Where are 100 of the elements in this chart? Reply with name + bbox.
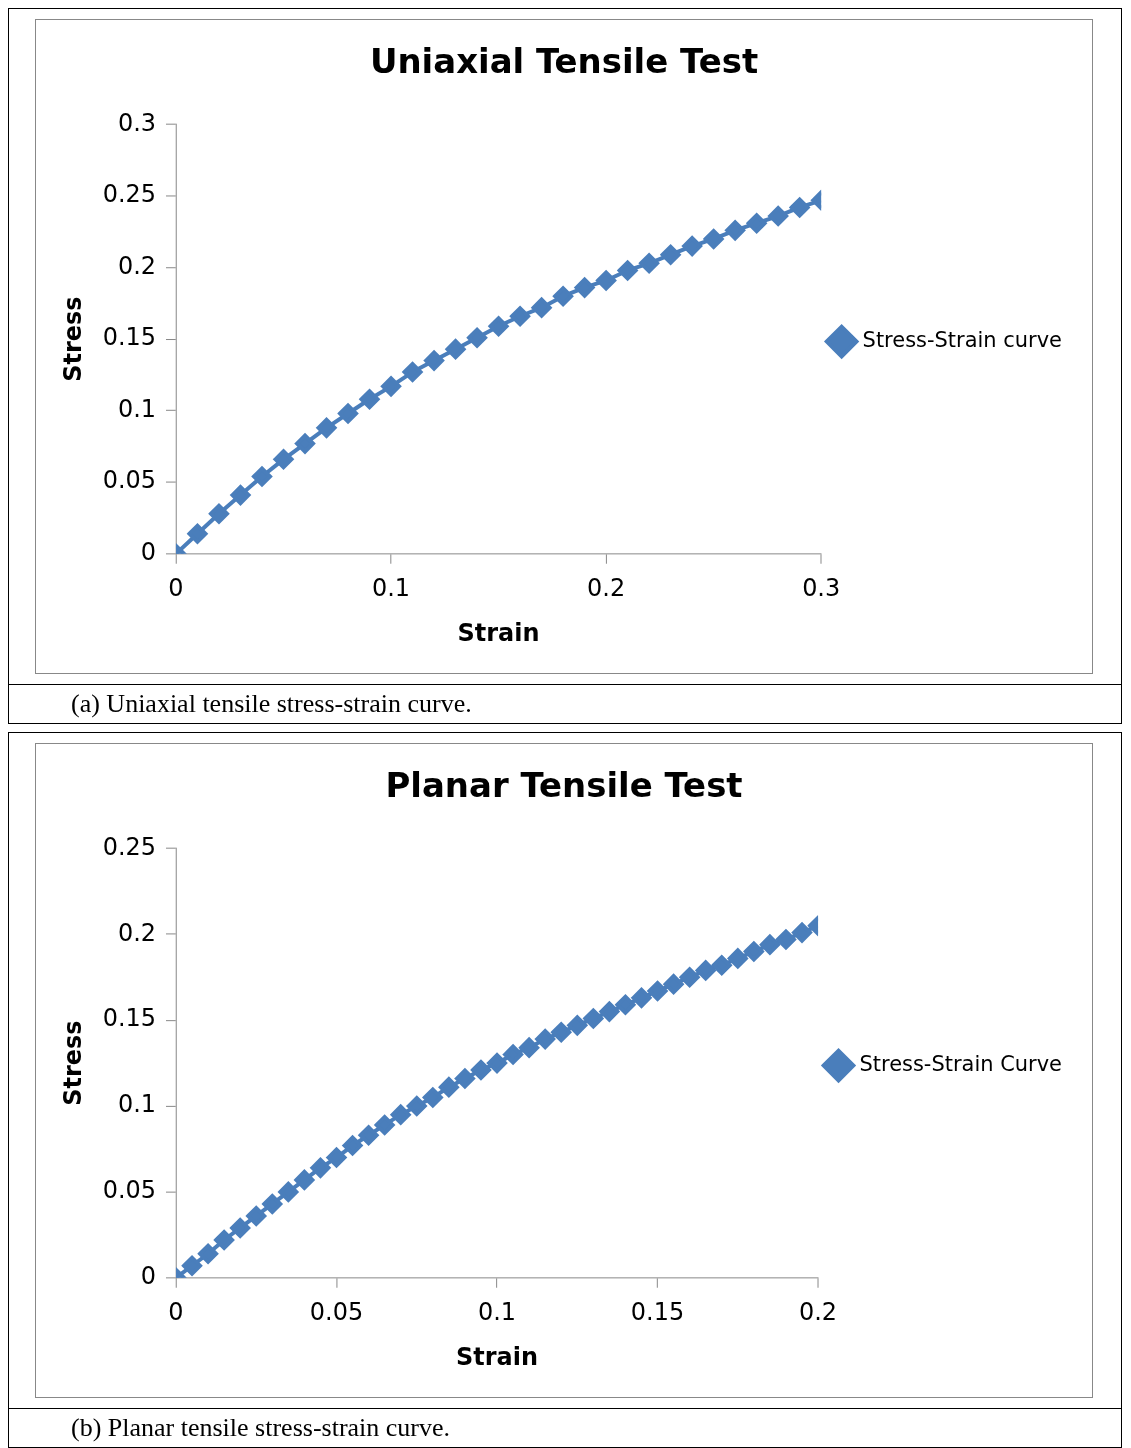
point bbox=[246, 1205, 267, 1226]
point bbox=[467, 327, 488, 348]
y-tick-label: 0.15 bbox=[102, 1004, 157, 1033]
point bbox=[615, 994, 636, 1015]
x-tick-label: 0.2 bbox=[799, 1298, 838, 1327]
point bbox=[510, 306, 531, 327]
point bbox=[310, 1157, 331, 1178]
y-axis-title: Stress bbox=[58, 1020, 87, 1106]
point bbox=[695, 960, 716, 981]
point bbox=[454, 1068, 475, 1089]
point bbox=[768, 206, 789, 227]
point bbox=[374, 1114, 395, 1135]
point bbox=[326, 1147, 347, 1168]
point bbox=[551, 1022, 572, 1043]
x-tick-label: 0.2 bbox=[587, 574, 626, 603]
point bbox=[278, 1181, 299, 1202]
point bbox=[682, 236, 703, 257]
y-tick-label: 0.1 bbox=[117, 394, 157, 423]
point bbox=[553, 286, 574, 307]
point bbox=[252, 466, 272, 487]
point bbox=[583, 1008, 604, 1029]
point bbox=[775, 929, 796, 950]
point bbox=[230, 485, 251, 506]
chart-title: Uniaxial Tensile Test bbox=[369, 42, 759, 82]
point bbox=[424, 350, 445, 371]
point bbox=[759, 934, 780, 955]
point bbox=[295, 433, 315, 454]
y-tick-label: 0.1 bbox=[117, 1090, 157, 1119]
point bbox=[725, 220, 746, 241]
point bbox=[338, 403, 359, 424]
point bbox=[381, 376, 402, 397]
point bbox=[792, 922, 812, 943]
point bbox=[187, 523, 208, 544]
x-tick-label: 0 bbox=[168, 574, 184, 603]
point bbox=[617, 260, 638, 281]
y-tick-label: 0.25 bbox=[102, 832, 157, 861]
point bbox=[488, 316, 509, 337]
y-tick-label: 0.05 bbox=[102, 1176, 157, 1205]
x-tick-label: 0.1 bbox=[477, 1298, 517, 1327]
point bbox=[406, 1096, 427, 1117]
point bbox=[789, 197, 810, 218]
y-tick-label: 0.3 bbox=[117, 108, 157, 137]
point bbox=[711, 955, 732, 976]
point bbox=[639, 253, 660, 274]
point bbox=[262, 1193, 283, 1214]
point bbox=[631, 987, 652, 1008]
x-tick-label: 0.3 bbox=[802, 574, 841, 603]
point bbox=[470, 1060, 491, 1080]
x-tick-label: 0.1 bbox=[371, 574, 411, 603]
y-tick-label: 0 bbox=[140, 537, 157, 566]
point bbox=[679, 967, 700, 988]
y-axis-title: Stress bbox=[58, 296, 87, 382]
point bbox=[503, 1044, 524, 1065]
point bbox=[746, 213, 767, 234]
point bbox=[316, 417, 337, 438]
y-tick-label: 0.2 bbox=[117, 918, 157, 947]
chart-title: Planar Tensile Test bbox=[385, 766, 743, 806]
point bbox=[438, 1077, 459, 1098]
point bbox=[519, 1037, 540, 1058]
point bbox=[567, 1015, 588, 1036]
point bbox=[342, 1135, 363, 1156]
y-tick-label: 0.2 bbox=[117, 251, 157, 280]
point bbox=[402, 362, 423, 383]
point bbox=[663, 974, 684, 995]
point bbox=[390, 1104, 411, 1125]
point bbox=[294, 1169, 315, 1190]
x-axis-title: Strain bbox=[457, 618, 540, 647]
y-tick-label: 0.15 bbox=[102, 323, 157, 352]
point bbox=[422, 1087, 443, 1108]
point bbox=[198, 1243, 219, 1264]
x-tick-label: 0.15 bbox=[630, 1298, 685, 1327]
y-tick-label: 0 bbox=[140, 1261, 157, 1290]
point bbox=[647, 981, 668, 1001]
point bbox=[358, 1125, 379, 1146]
text: (a) Uniaxial tensile stress-strain curve. bbox=[9, 685, 1121, 724]
point bbox=[574, 277, 595, 298]
point bbox=[727, 948, 748, 969]
legend-label: Stress-Strain Curve bbox=[859, 1051, 1062, 1076]
y-tick-label: 0.05 bbox=[102, 466, 157, 495]
point bbox=[487, 1053, 507, 1074]
x-tick-label: 0.05 bbox=[309, 1298, 364, 1327]
point bbox=[182, 1255, 203, 1276]
legend-label: Stress-Strain curve bbox=[862, 327, 1062, 352]
point bbox=[599, 1001, 620, 1022]
point bbox=[535, 1029, 556, 1050]
point bbox=[209, 503, 229, 524]
point bbox=[660, 244, 681, 265]
point bbox=[703, 228, 724, 249]
point bbox=[743, 941, 764, 962]
point bbox=[230, 1217, 251, 1238]
point bbox=[273, 449, 294, 470]
point bbox=[359, 389, 380, 410]
x-tick-label: 0 bbox=[168, 1298, 184, 1327]
point bbox=[214, 1230, 235, 1250]
point bbox=[531, 297, 552, 318]
point bbox=[445, 339, 466, 360]
y-tick-label: 0.25 bbox=[102, 180, 157, 209]
text: (b) Planar tensile stress-strain curve. bbox=[9, 1409, 1121, 1448]
point bbox=[596, 270, 617, 291]
x-axis-title: Strain bbox=[456, 1342, 538, 1371]
